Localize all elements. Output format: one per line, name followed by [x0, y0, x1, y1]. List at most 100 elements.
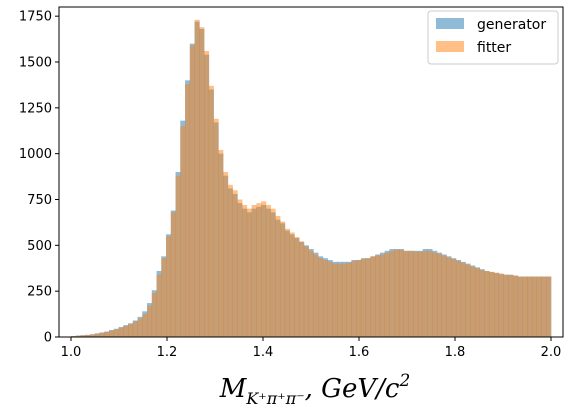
x-tick-label: 1.8: [445, 345, 466, 360]
fitter-bar: [465, 264, 471, 337]
x-tick-label: 1.4: [253, 345, 274, 360]
fitter-series: [71, 19, 552, 338]
fitter-bar: [398, 249, 404, 337]
fitter-bar: [441, 255, 447, 337]
fitter-bar: [204, 51, 210, 337]
fitter-bar: [113, 329, 119, 337]
fitter-bar: [455, 260, 462, 337]
fitter-bar: [451, 259, 457, 337]
x-tick-label: 1.6: [349, 345, 370, 360]
fitter-bar: [104, 331, 110, 337]
fitter-bar: [85, 334, 91, 337]
fitter-bar: [275, 216, 281, 337]
fitter-bar: [147, 305, 153, 337]
fitter-bar: [180, 126, 186, 338]
fitter-bar: [489, 271, 495, 337]
x-axis: 1.0 1.2 1.4 1.6 1.8 2.0: [61, 337, 561, 360]
fitter-bar: [246, 208, 252, 337]
legend: generator fitter: [427, 10, 559, 65]
fitter-bar: [337, 263, 343, 337]
fitter-bar: [546, 276, 552, 337]
fitter-bar: [99, 332, 105, 337]
fitter-bar: [389, 250, 395, 337]
x-axis-label: MK⁺π⁺π⁻, GeV/c2: [219, 371, 411, 408]
fitter-bar: [303, 246, 309, 337]
fitter-bar: [128, 324, 134, 337]
fitter-bar: [251, 205, 257, 337]
fitter-bar: [185, 84, 191, 337]
fitter-bar: [75, 335, 81, 337]
y-tick-label: 1000: [19, 147, 52, 162]
fitter-bar: [417, 251, 423, 337]
fitter-bar: [151, 293, 157, 337]
fitter-bar: [284, 228, 290, 337]
y-tick-label: 750: [27, 193, 52, 208]
fitter-bar: [208, 85, 214, 337]
fitter-bar: [541, 276, 547, 337]
fitter-bar: [322, 260, 328, 337]
fitter-bar: [294, 237, 300, 337]
fitter-bar: [474, 268, 481, 337]
fitter-bar: [318, 258, 324, 337]
fitter-bar: [432, 252, 438, 337]
legend-swatch-fitter: [436, 41, 464, 52]
fitter-bar: [379, 254, 385, 337]
fitter-bar: [90, 334, 96, 337]
fitter-bar: [170, 212, 176, 337]
y-axis: 0 250 500 750 1000 1250 1500 1750: [19, 10, 59, 346]
fitter-bar: [394, 249, 400, 337]
fitter-bar: [370, 256, 376, 337]
fitter-bar: [199, 27, 205, 338]
fitter-bar: [175, 175, 181, 337]
fitter-bar: [508, 275, 514, 337]
fitter-bar: [213, 118, 219, 337]
fitter-bar: [531, 276, 538, 337]
fitter-bar: [227, 184, 233, 337]
fitter-bar: [232, 190, 238, 337]
fitter-bar: [270, 208, 276, 337]
fitter-bar: [299, 241, 305, 337]
fitter-bar: [503, 274, 509, 337]
fitter-bar: [512, 275, 519, 337]
fitter-bar: [80, 335, 86, 337]
y-tick-label: 500: [27, 239, 52, 254]
fitter-bar: [527, 276, 533, 337]
y-tick-label: 1250: [19, 101, 52, 116]
fitter-bar: [194, 19, 200, 337]
legend-label-generator: generator: [477, 17, 546, 33]
fitter-bar: [522, 276, 528, 337]
fitter-bar: [498, 273, 504, 337]
fitter-bar: [261, 201, 267, 337]
fitter-bar: [384, 252, 390, 337]
fitter-bar: [218, 150, 224, 337]
legend-swatch-generator: [436, 18, 464, 29]
fitter-bar: [156, 274, 162, 337]
fitter-bar: [346, 262, 352, 337]
fitter-bar: [479, 270, 485, 337]
fitter-bar: [123, 326, 129, 337]
fitter-bar: [446, 257, 452, 337]
fitter-bar: [356, 260, 362, 337]
fitter-bar: [493, 272, 500, 337]
fitter-bar: [375, 255, 381, 337]
fitter-bar: [408, 250, 414, 337]
fitter-bar: [94, 333, 100, 337]
legend-label-fitter: fitter: [477, 40, 511, 56]
fitter-bar: [536, 276, 542, 337]
fitter-bar: [237, 199, 243, 337]
fitter-bar: [413, 251, 419, 337]
fitter-bar: [341, 263, 347, 337]
fitter-bar: [189, 45, 195, 337]
x-tick-label: 1.2: [157, 345, 178, 360]
y-tick-label: 0: [44, 331, 52, 346]
y-tick-label: 1500: [19, 56, 52, 71]
fitter-bar: [265, 205, 271, 337]
fitter-bar: [256, 203, 262, 337]
fitter-bar: [403, 250, 409, 337]
y-tick-label: 1750: [19, 10, 52, 25]
fitter-bar: [517, 276, 523, 337]
fitter-bar: [427, 250, 433, 337]
fitter-bar: [422, 250, 428, 337]
fitter-bar: [137, 318, 143, 337]
